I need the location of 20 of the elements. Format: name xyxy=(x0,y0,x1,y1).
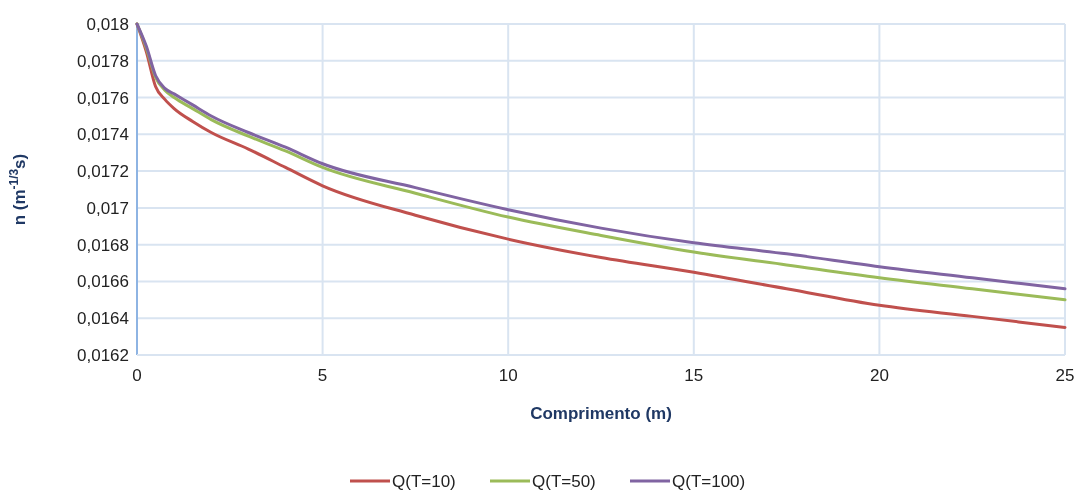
x-tick-label: 20 xyxy=(869,366,889,385)
legend-label: Q(T=100) xyxy=(672,472,746,491)
y-tick-label: 0,0168 xyxy=(77,235,129,255)
legend-label: Q(T=10) xyxy=(392,472,456,491)
y-tick-label: 0,0162 xyxy=(77,345,129,365)
x-tick-label: 25 xyxy=(1055,366,1075,385)
x-tick-label: 0 xyxy=(132,366,142,385)
y-tick-label: 0,0164 xyxy=(77,309,129,329)
x-tick-label: 10 xyxy=(498,366,518,385)
x-axis-title: Comprimento (m) xyxy=(530,404,672,423)
y-tick-label: 0,0174 xyxy=(77,125,129,145)
y-tick-label: 0,0178 xyxy=(77,51,129,71)
legend-label: Q(T=50) xyxy=(532,472,596,491)
y-tick-label: 0,018 xyxy=(86,14,129,34)
y-tick-label: 0,0166 xyxy=(77,272,129,292)
x-tick-label: 15 xyxy=(684,366,704,385)
y-tick-label: 0,017 xyxy=(86,198,129,218)
x-tick-label: 5 xyxy=(317,366,328,385)
y-tick-label: 0,0172 xyxy=(77,162,129,182)
y-tick-label: 0,0176 xyxy=(77,88,129,108)
